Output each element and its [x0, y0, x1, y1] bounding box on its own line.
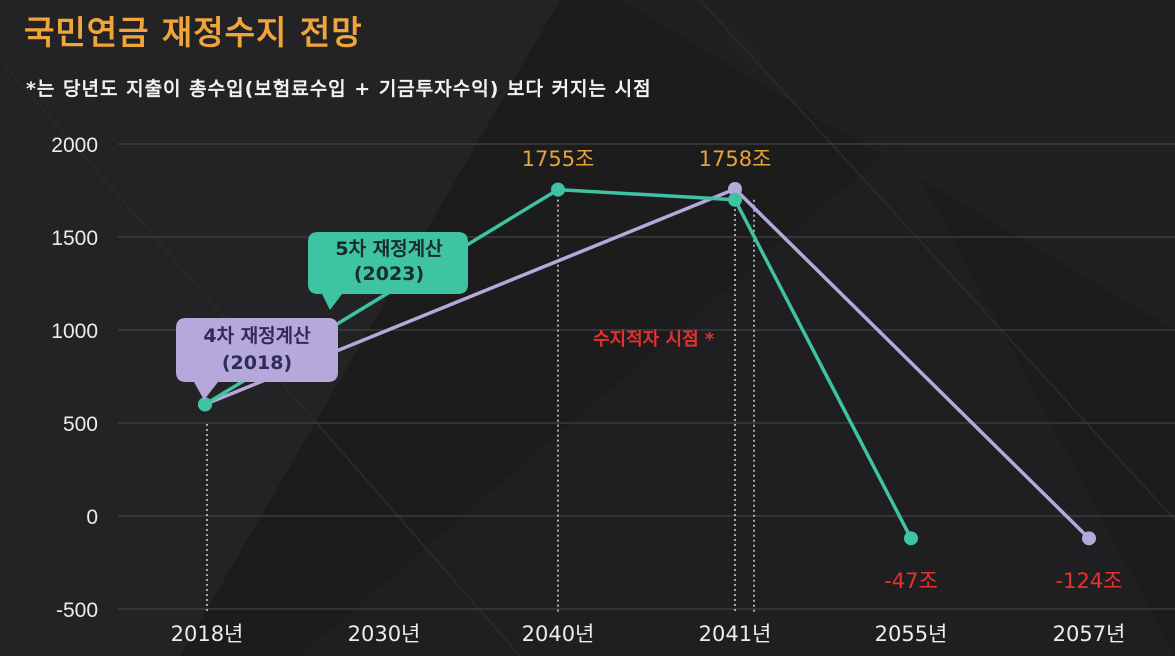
x-tick-label: 2057년 — [1053, 622, 1126, 646]
series-fifth-point — [198, 397, 212, 412]
data-label: -47조 — [884, 569, 938, 593]
x-tick-label: 2030년 — [348, 622, 421, 646]
series-fifth-line — [204, 187, 913, 540]
data-label: -124조 — [1056, 569, 1123, 593]
x-tick-label: 2018년 — [171, 622, 244, 646]
x-tick-label: 2055년 — [875, 622, 948, 646]
y-tick-label: 0 — [86, 506, 98, 529]
x-tick-label: 2040년 — [522, 622, 595, 646]
y-tick-label: -500 — [56, 599, 98, 622]
callout-fifth-line2: (2023) — [354, 263, 424, 285]
y-tick-label: 2000 — [51, 134, 98, 157]
series-fifth-point — [904, 531, 918, 546]
callout-fifth-line1: 5차 재정계산 — [335, 238, 443, 260]
series-fifth-point — [551, 182, 565, 197]
series-fifth-point — [728, 192, 742, 207]
callout-fourth: 4차 재정계산 (2018) — [176, 318, 338, 400]
series-fourth-point — [728, 182, 742, 197]
y-tick-label: 1000 — [51, 320, 98, 343]
y-tick-label: 500 — [63, 413, 98, 436]
data-labels: 1755조 1758조 -47조 -124조 — [522, 147, 1123, 593]
y-ticks: 2000 1500 1000 500 0 -500 — [51, 134, 98, 622]
chart-title: 국민연금 재정수지 전망 — [24, 13, 363, 52]
callout-fifth: 5차 재정계산 (2023) — [308, 232, 468, 310]
guide-lines — [206, 189, 755, 612]
series-fourth-point — [1082, 531, 1096, 546]
callout-fourth-line2: (2018) — [222, 352, 292, 374]
x-ticks: 2018년 2030년 2040년 2041년 2055년 2057년 — [171, 622, 1126, 646]
x-tick-label: 2041년 — [699, 622, 772, 646]
y-tick-label: 1500 — [51, 227, 98, 250]
data-label: 1755조 — [522, 147, 595, 171]
series — [198, 182, 1096, 546]
callout-fourth-line1: 4차 재정계산 — [203, 325, 311, 347]
data-label: 1758조 — [699, 147, 772, 171]
chart-subtitle: *는 당년도 지출이 총수입(보험료수입 + 기금투자수익) 보다 커지는 시점 — [26, 78, 652, 100]
deficit-annotation: 수지적자 시점 * — [593, 329, 715, 350]
